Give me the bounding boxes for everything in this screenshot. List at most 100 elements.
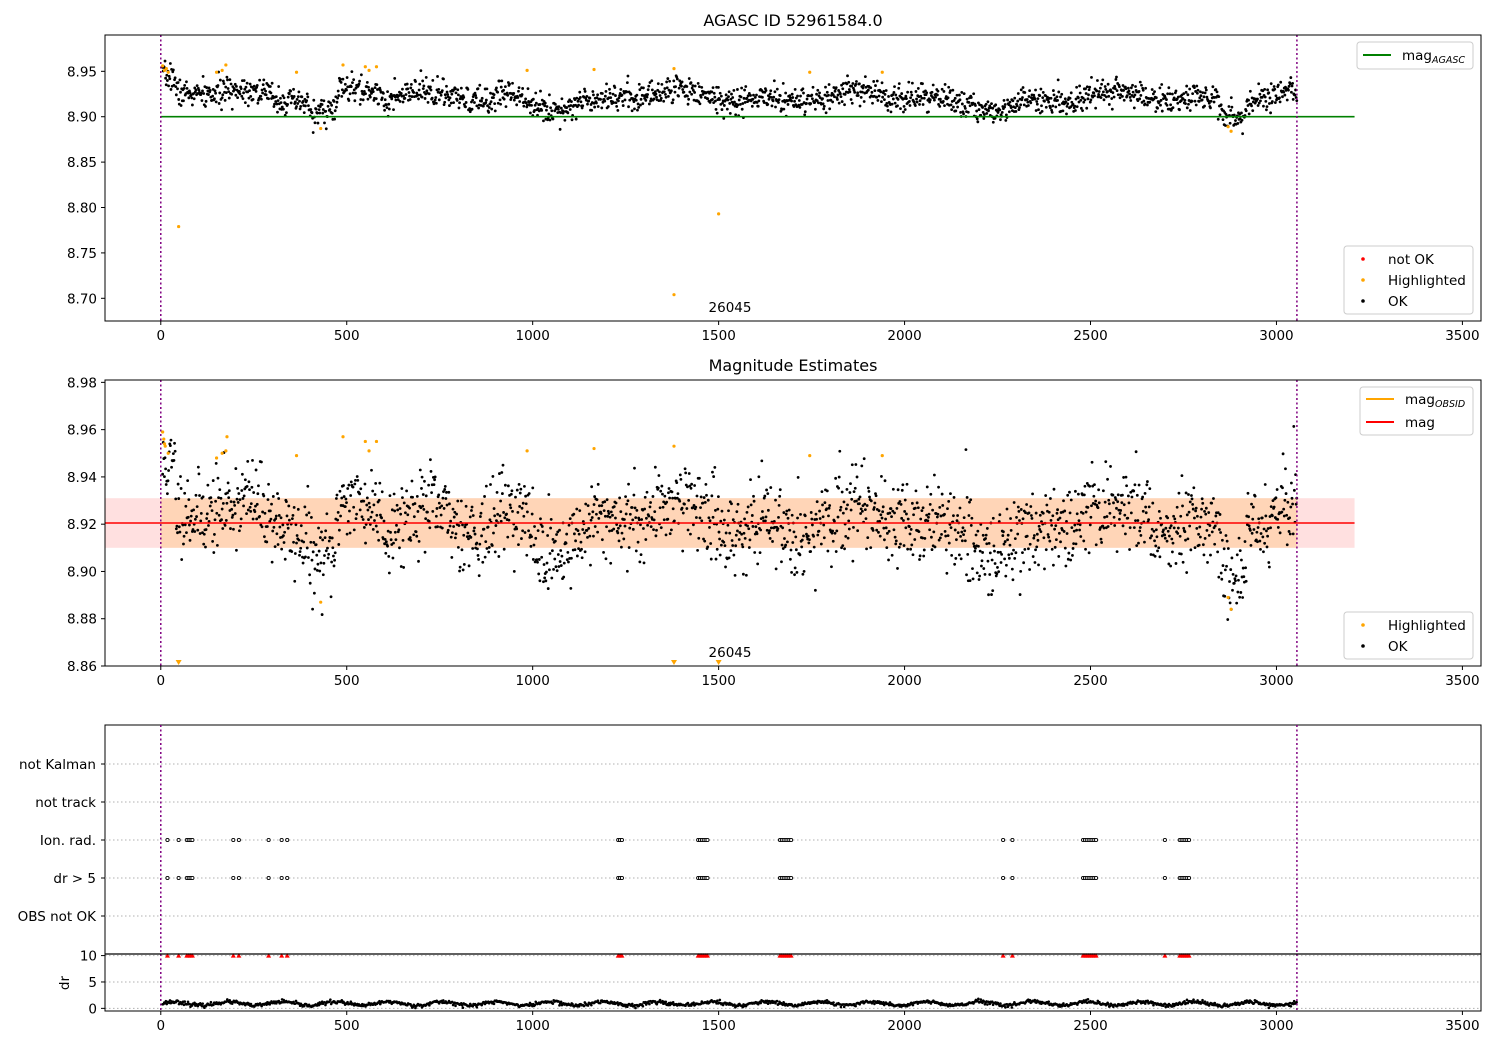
ok-point [680, 506, 684, 510]
ok-point [1034, 511, 1038, 515]
ok-point [347, 99, 351, 102]
ok-point [371, 90, 375, 94]
ok-point [260, 525, 264, 529]
ok-point [1121, 94, 1124, 98]
ok-point [1019, 103, 1023, 107]
ok-point [768, 529, 771, 533]
highlighted-point [341, 435, 345, 439]
ok-point [403, 96, 407, 100]
ok-point [493, 109, 497, 113]
ok-point [364, 541, 367, 545]
ok-point [218, 78, 222, 82]
ok-point [1013, 96, 1017, 100]
ok-point [956, 531, 960, 535]
ok-point [689, 486, 693, 490]
ok-point [910, 81, 914, 85]
ok-point [340, 94, 344, 98]
ok-point [675, 481, 679, 485]
ok-point [1084, 87, 1087, 91]
ok-point [664, 95, 668, 99]
ok-point [541, 102, 545, 106]
ok-point [1192, 486, 1196, 490]
ok-point [1171, 92, 1174, 96]
ok-point [297, 538, 301, 542]
ok-point [1261, 535, 1265, 539]
ok-point [243, 101, 247, 105]
ok-point [524, 494, 528, 498]
ok-point [1101, 78, 1105, 82]
ok-point [990, 558, 994, 562]
ok-point [329, 595, 333, 599]
ok-point [282, 107, 285, 111]
ok-point [260, 460, 263, 464]
ok-point [1166, 92, 1170, 96]
ok-point [757, 99, 761, 103]
ok-point [480, 96, 484, 100]
ok-point [1061, 109, 1065, 113]
ok-point [541, 530, 545, 534]
ok-point [667, 487, 671, 490]
ok-point [569, 587, 573, 590]
ok-point [1220, 538, 1224, 542]
ok-point [1065, 105, 1069, 108]
ok-point [874, 84, 877, 87]
ok-point [875, 528, 879, 532]
ok-point [784, 512, 788, 516]
ok-point [1003, 105, 1007, 109]
dr-point [686, 1001, 690, 1005]
ok-point [1197, 99, 1201, 103]
ok-point [556, 553, 560, 556]
ok-point [434, 101, 438, 105]
ok-point [1213, 542, 1217, 546]
ok-point [867, 489, 871, 493]
ok-point [515, 527, 519, 531]
flag-point [1094, 875, 1099, 881]
highlighted-point [224, 63, 228, 67]
ok-point [270, 560, 274, 564]
ok-point [258, 514, 262, 518]
ok-point [1219, 103, 1223, 107]
ok-point [664, 92, 667, 96]
ok-point [689, 532, 692, 536]
ok-point [679, 477, 683, 481]
ok-point [184, 504, 188, 508]
ok-point [244, 85, 248, 89]
ok-point [335, 493, 339, 497]
ok-point [355, 475, 359, 478]
ok-point [1028, 542, 1032, 546]
ok-point [780, 560, 783, 564]
ok-point [752, 93, 755, 97]
ok-point [1144, 86, 1148, 90]
ok-point [849, 98, 853, 101]
flag-row-label: Ion. rad. [40, 833, 96, 849]
ok-point [846, 74, 849, 78]
ok-point [316, 121, 320, 125]
ok-point [950, 553, 954, 557]
ok-point [678, 499, 682, 503]
ok-point [295, 97, 299, 101]
ok-point [1038, 111, 1042, 115]
ok-point [1169, 564, 1173, 568]
ok-point [1050, 523, 1054, 527]
ok-point [1209, 106, 1212, 110]
ok-point [293, 579, 297, 583]
ok-point [863, 75, 867, 78]
ok-point [293, 552, 297, 555]
ok-point [353, 99, 357, 103]
ok-point [234, 93, 238, 97]
ok-point [606, 105, 610, 108]
ok-point [230, 107, 234, 111]
ok-point [596, 482, 600, 486]
ok-point [1129, 511, 1133, 515]
ok-point [228, 78, 232, 82]
ok-point [686, 94, 689, 98]
ok-point [508, 503, 512, 507]
ok-point [351, 485, 355, 489]
ok-point [1047, 510, 1051, 514]
flag-point [789, 837, 794, 843]
ok-point [740, 86, 744, 90]
ok-point [828, 504, 832, 507]
ok-point [1071, 102, 1075, 106]
ok-point [1163, 96, 1167, 99]
ok-point [1201, 501, 1205, 505]
